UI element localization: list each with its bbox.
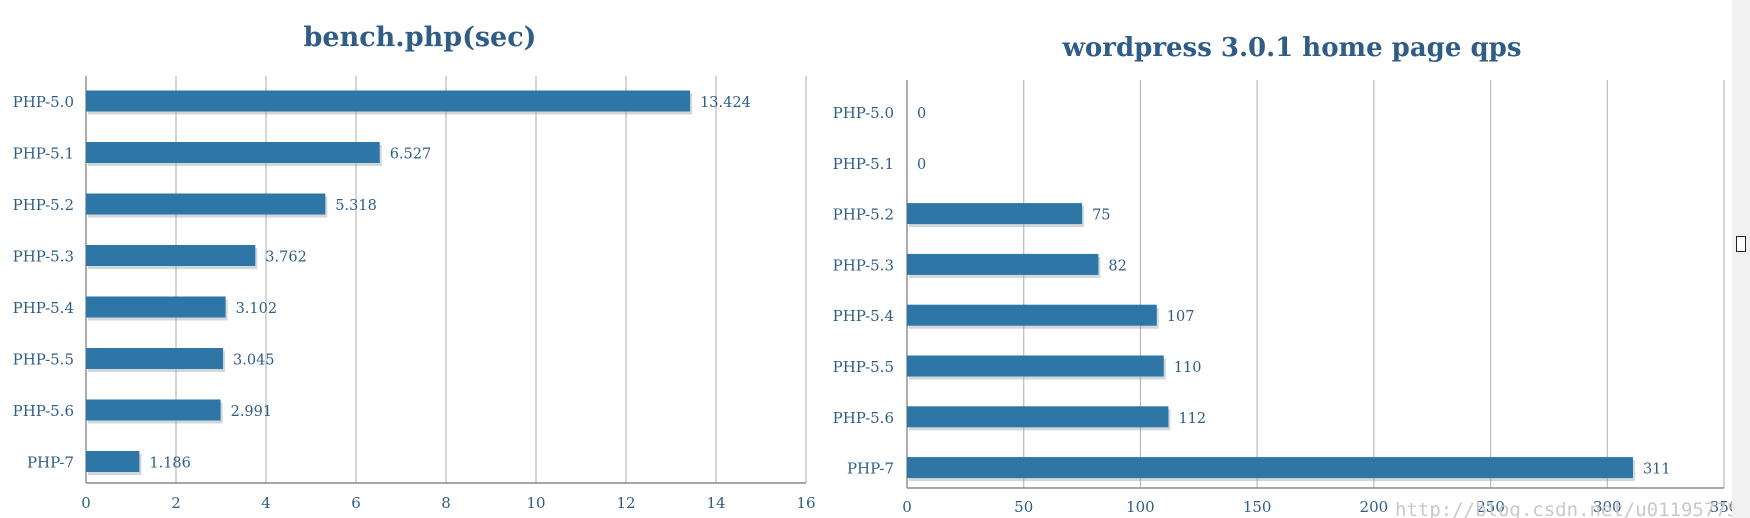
category-label: PHP-5.2 <box>13 196 74 214</box>
x-tick-label: 14 <box>706 494 725 512</box>
category-label: PHP-5.3 <box>833 256 894 274</box>
data-label: 311 <box>1643 462 1671 478</box>
x-tick-label: 200 <box>1360 498 1389 516</box>
category-label: PHP-5.6 <box>833 409 894 427</box>
x-tick-label: 50 <box>1014 498 1033 516</box>
category-label: PHP-5.0 <box>833 104 894 122</box>
bar <box>86 142 380 163</box>
category-label: PHP-5.5 <box>833 358 894 376</box>
category-label: PHP-5.5 <box>13 351 74 369</box>
bar <box>907 406 1169 428</box>
data-label: 13.424 <box>700 95 751 111</box>
x-tick-label: 100 <box>1126 498 1155 516</box>
category-label: PHP-7 <box>847 460 894 478</box>
category-label: PHP-5.4 <box>13 299 74 317</box>
x-tick-label: 4 <box>261 494 271 512</box>
category-label: PHP-5.1 <box>13 145 74 163</box>
x-tick-label: 300 <box>1593 498 1622 516</box>
data-label: 3.762 <box>265 250 307 266</box>
data-label: 0 <box>917 157 926 173</box>
x-tick-label: 10 <box>526 494 545 512</box>
x-tick-label: 2 <box>171 494 181 512</box>
x-tick-label: 150 <box>1243 498 1272 516</box>
category-label: PHP-5.2 <box>833 206 894 224</box>
bar <box>907 203 1083 225</box>
window-edge-strip <box>1732 0 1750 518</box>
category-label: PHP-5.3 <box>13 248 74 266</box>
data-label: 5.318 <box>335 198 377 214</box>
data-label: 112 <box>1178 411 1206 427</box>
x-tick-label: 350 <box>1710 498 1739 516</box>
x-tick-label: 0 <box>902 498 912 516</box>
text-cursor-icon <box>1736 236 1746 252</box>
x-tick-label: 6 <box>351 494 361 512</box>
data-label: 2.991 <box>231 404 273 420</box>
data-label: 82 <box>1108 258 1126 274</box>
category-label: PHP-5.1 <box>833 155 894 173</box>
bar <box>86 296 226 318</box>
bar <box>86 451 140 472</box>
data-label: 110 <box>1174 360 1202 376</box>
bench-chart: bench.php(sec) 0 2 4 6 8 10 12 14 16 PHP-5.0 13.424… <box>13 22 816 512</box>
x-tick-label: 250 <box>1476 498 1505 516</box>
bar <box>86 245 256 266</box>
bar <box>907 355 1164 377</box>
bar <box>86 399 221 421</box>
bar <box>86 348 224 369</box>
bar <box>86 90 691 112</box>
x-tick-label: 16 <box>796 494 815 512</box>
data-label: 107 <box>1167 309 1195 325</box>
x-tick-label: 0 <box>81 494 91 512</box>
data-label: 75 <box>1092 208 1110 224</box>
bar <box>907 304 1157 326</box>
chart-title: bench.php(sec) <box>304 22 537 53</box>
category-label: PHP-7 <box>27 454 74 472</box>
x-tick-label: 12 <box>616 494 635 512</box>
wordpress-qps-chart: wordpress 3.0.1 home page qps 0 50 100 150 20… <box>833 33 1739 516</box>
category-label: PHP-5.4 <box>833 307 894 325</box>
data-label: 1.186 <box>149 456 191 472</box>
data-label: 3.045 <box>233 353 275 369</box>
bar <box>86 193 326 215</box>
chart-title: wordpress 3.0.1 home page qps <box>1062 33 1522 63</box>
bar <box>907 457 1633 479</box>
category-label: PHP-5.6 <box>13 402 74 420</box>
bar <box>907 253 1099 275</box>
data-label: 3.102 <box>236 301 278 317</box>
x-tick-label: 8 <box>441 494 451 512</box>
watermark-text: http://blog.csdn.net/u011957758 <box>1395 499 1750 518</box>
data-label: 0 <box>917 106 926 122</box>
data-label: 6.527 <box>390 147 432 163</box>
category-label: PHP-5.0 <box>13 93 74 111</box>
